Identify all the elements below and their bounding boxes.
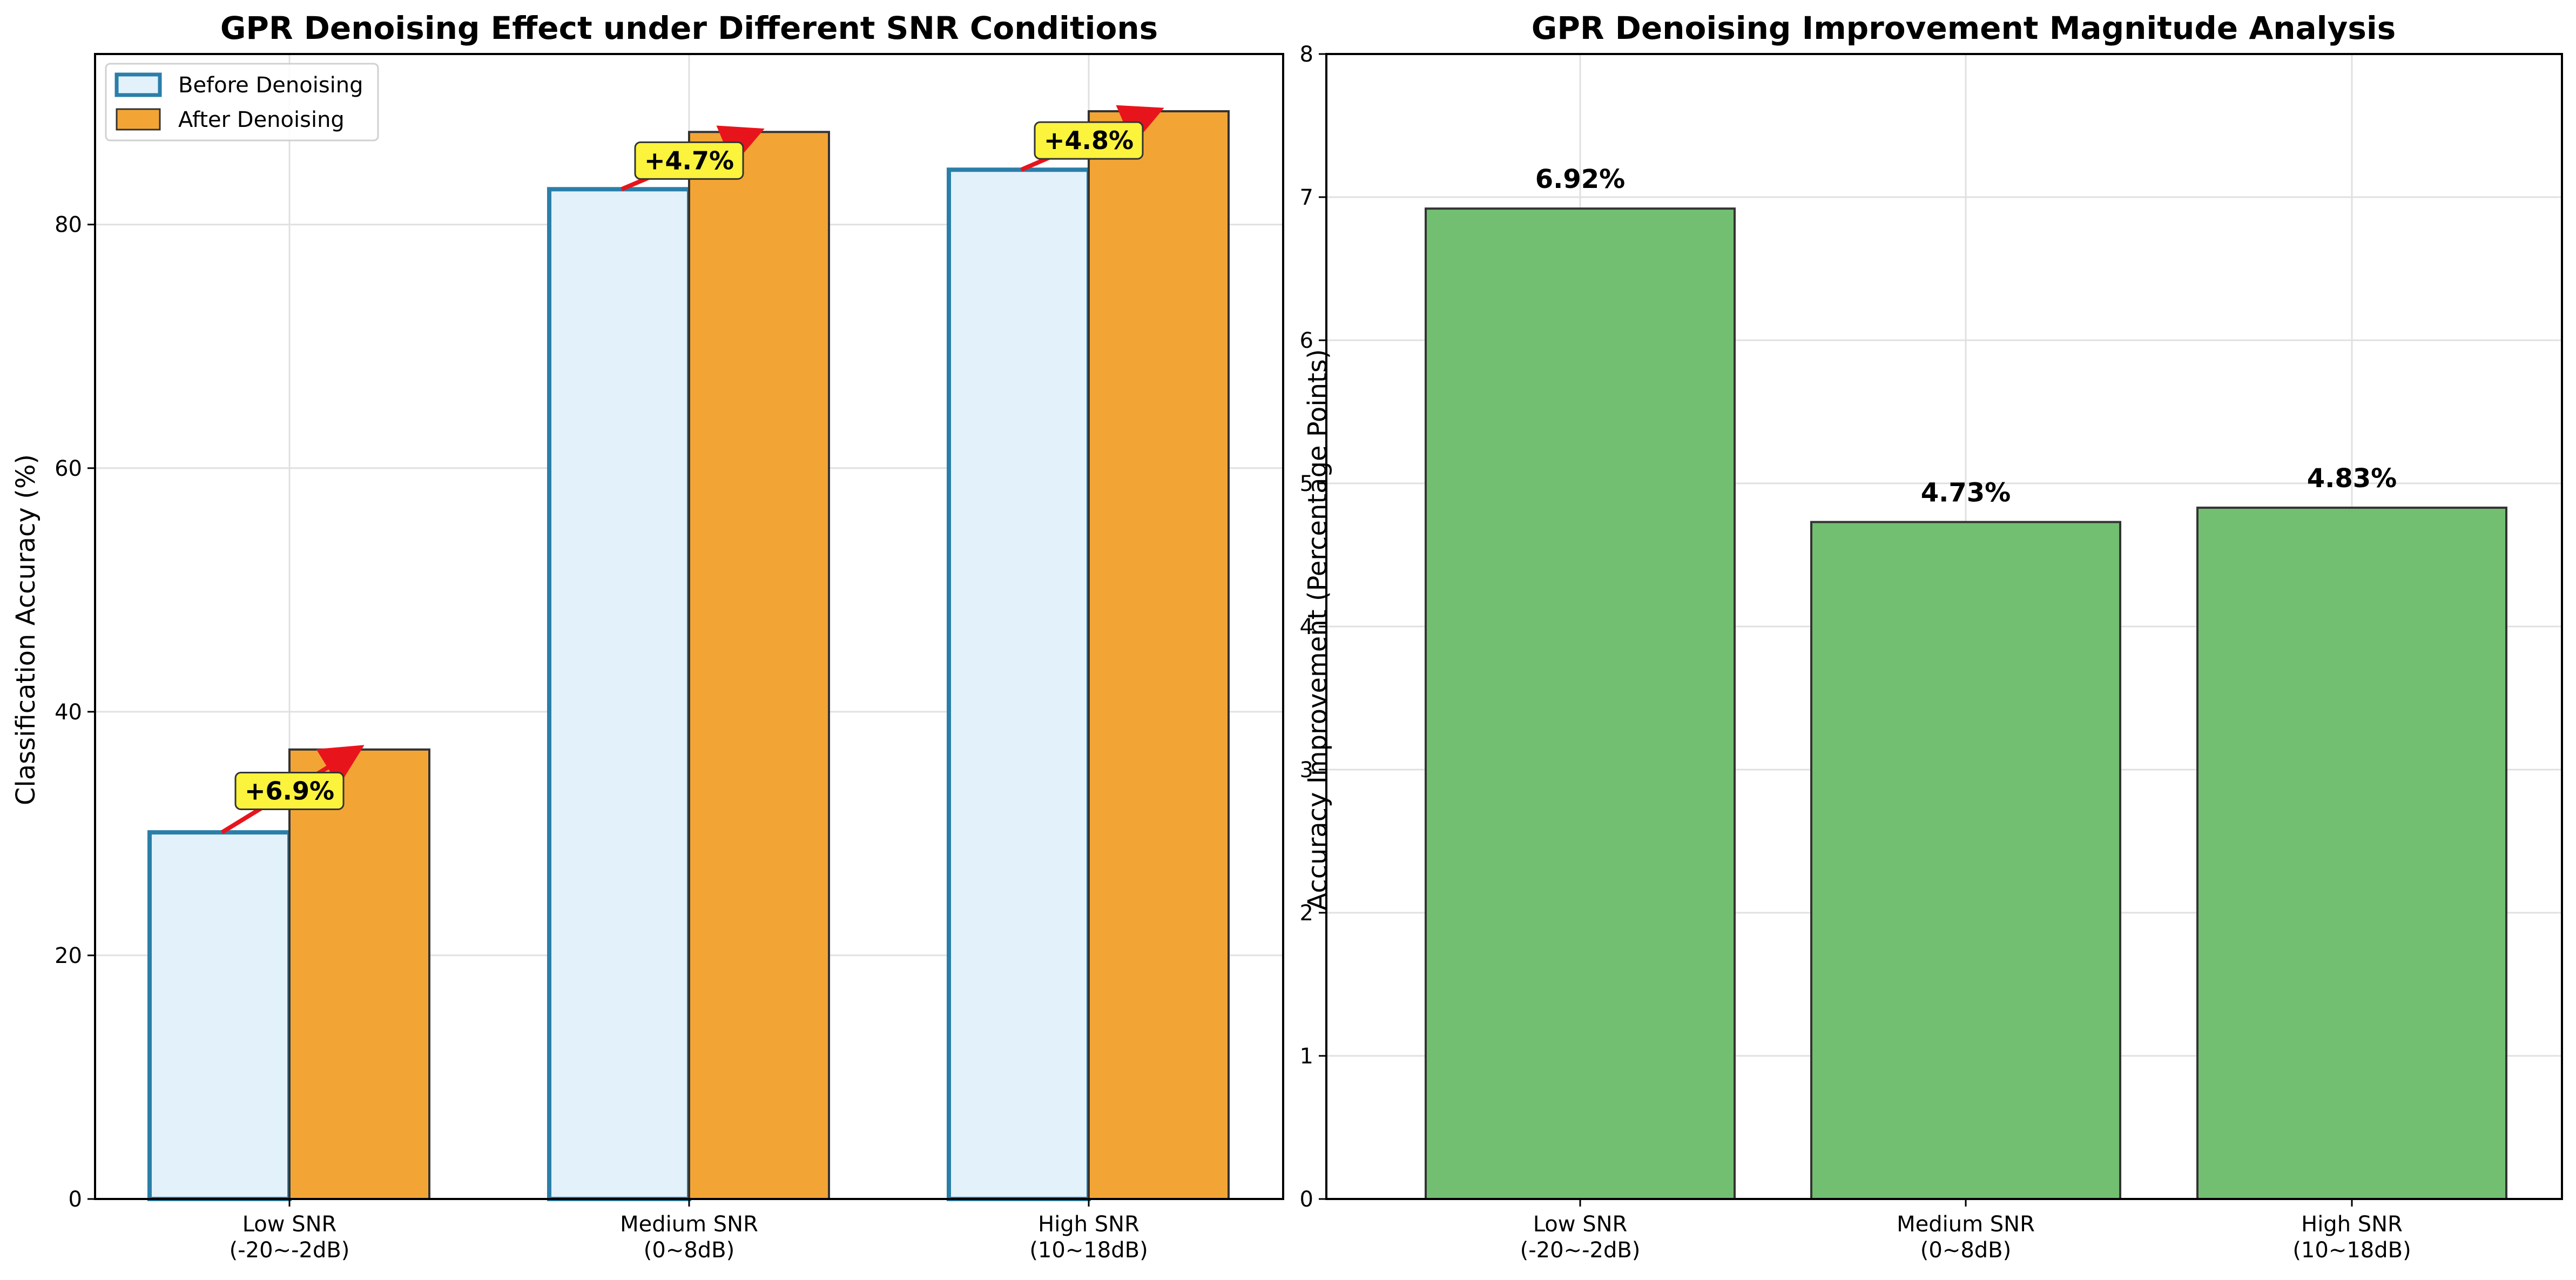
- y-tick-label: 2: [1300, 901, 1313, 926]
- tick-label-line: High SNR: [1038, 1212, 1139, 1237]
- tick-label-line: (10~18dB): [2292, 1238, 2411, 1263]
- tick-label-line: Low SNR: [1533, 1212, 1628, 1237]
- bar-after-denoising: [688, 131, 830, 1200]
- y-axis-label: Accuracy Improvement (Percentage Points): [1303, 349, 1333, 910]
- y-tick-label: 40: [55, 700, 82, 725]
- y-tick-label: 7: [1300, 185, 1313, 210]
- chart-title: GPR Denoising Effect under Different SNR…: [220, 10, 1158, 46]
- annotation-box: [234, 771, 345, 810]
- axes: 0 20 40 60 80 Low SNR (-20~-2dB) Medium SNR (0~8…: [55, 53, 1284, 1263]
- y-tick-label: 80: [55, 213, 82, 238]
- y-axis-label: Classification Accuracy (%): [11, 454, 41, 805]
- bars: 6.92% 4.73% 4.83%: [1425, 164, 2507, 1201]
- tick-label-line: (-20~-2dB): [230, 1238, 350, 1263]
- tick-label-line: Low SNR: [242, 1212, 337, 1237]
- y-tick-label: 1: [1300, 1044, 1313, 1069]
- legend-swatch: [114, 72, 162, 97]
- bar-before-denoising: [147, 830, 292, 1201]
- annotations: +6.9% +4.7% +4.8%: [220, 105, 1164, 834]
- improvement-chart: GPR Denoising Improvement Magnitude Anal…: [1300, 10, 2563, 1263]
- bar-after-denoising: [288, 748, 430, 1200]
- tick-label-line: (0~8dB): [1920, 1238, 2011, 1263]
- annotation-label: +6.9%: [245, 776, 334, 805]
- x-tick-label: Low SNR (-20~-2dB): [1520, 1212, 1641, 1263]
- x-tick-label: High SNR (10~18dB): [1029, 1212, 1148, 1263]
- x-tick-label: High SNR (10~18dB): [2292, 1212, 2411, 1263]
- y-tick-label: 8: [1300, 42, 1313, 67]
- bar-value-label: 4.73%: [1921, 478, 2011, 508]
- bars: [147, 110, 1230, 1201]
- bar-improvement: [1810, 521, 2121, 1200]
- y-tick-label: 4: [1300, 615, 1313, 639]
- annotation-box: [634, 141, 744, 180]
- annotation-label: +4.8%: [1044, 126, 1134, 155]
- y-tick-label: 0: [1300, 1187, 1313, 1212]
- axes: 0 1 2 3 4 5 6 7 8 Low SNR (-20~-2dB) Medium SNR (0~8…: [1300, 42, 2563, 1263]
- y-tick-label: 5: [1300, 471, 1313, 496]
- bar-improvement: [1425, 207, 1736, 1201]
- legend-entry: After Denoising: [178, 107, 345, 132]
- tick-label-line: Medium SNR: [1897, 1212, 2035, 1237]
- y-tick-label: 20: [55, 944, 82, 968]
- legend-box: [105, 63, 379, 142]
- y-tick-label: 6: [1300, 328, 1313, 353]
- bar-value-label: 6.92%: [1535, 164, 1626, 194]
- y-tick-label: 3: [1300, 758, 1313, 783]
- bar-after-denoising: [1088, 110, 1230, 1200]
- legend: Before Denoising After Denoising: [105, 63, 379, 142]
- tick-label-line: (0~8dB): [644, 1238, 734, 1263]
- tick-label-line: High SNR: [2301, 1212, 2403, 1237]
- y-tick-label: 60: [55, 456, 82, 481]
- legend-swatch: [116, 108, 161, 131]
- annotation-label: +4.7%: [644, 146, 734, 175]
- tick-label-line: (10~18dB): [1029, 1238, 1148, 1263]
- x-tick-label: Medium SNR (0~8dB): [1897, 1212, 2035, 1263]
- tick-label-line: (-20~-2dB): [1520, 1238, 1641, 1263]
- chart-title: GPR Denoising Improvement Magnitude Anal…: [1532, 10, 2396, 46]
- x-tick-label: Medium SNR (0~8dB): [620, 1212, 758, 1263]
- y-tick-label: 0: [69, 1187, 82, 1212]
- bar-improvement: [2196, 507, 2507, 1200]
- bar-before-denoising: [947, 167, 1091, 1201]
- bar-value-label: 4.83%: [2307, 463, 2397, 494]
- annotation-box: [1034, 121, 1144, 160]
- legend-entry: Before Denoising: [178, 73, 363, 98]
- x-tick-label: Low SNR (-20~-2dB): [230, 1212, 350, 1263]
- tick-label-line: Medium SNR: [620, 1212, 758, 1237]
- accuracy-chart: GPR Denoising Effect under Different SNR…: [11, 10, 1284, 1263]
- bar-before-denoising: [547, 187, 691, 1201]
